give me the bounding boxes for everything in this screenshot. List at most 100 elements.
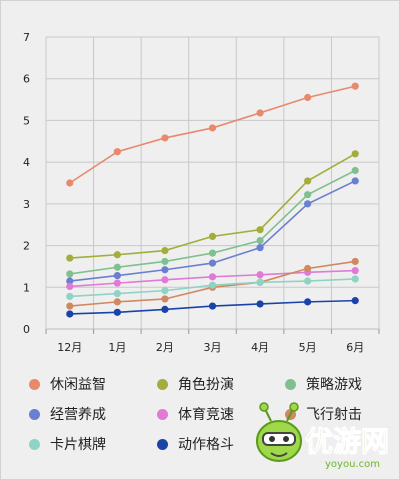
data-point bbox=[208, 273, 217, 281]
legend-item: 角色扮演 bbox=[157, 373, 285, 395]
series-卡片棋牌 bbox=[66, 275, 359, 301]
data-point bbox=[208, 232, 217, 240]
data-point bbox=[66, 179, 74, 187]
data-point bbox=[66, 310, 74, 318]
data-point bbox=[113, 251, 121, 259]
data-point bbox=[304, 191, 312, 199]
data-point bbox=[161, 246, 169, 255]
data-point bbox=[161, 134, 169, 142]
legend-item: 体育竞速 bbox=[157, 403, 285, 425]
legend-marker bbox=[157, 378, 168, 390]
data-point bbox=[161, 287, 169, 295]
data-point bbox=[256, 226, 264, 234]
data-point bbox=[113, 308, 121, 316]
legend-item: 经营养成 bbox=[29, 403, 157, 425]
x-tick-label: 1月 bbox=[108, 341, 126, 354]
legend-item: 卡片棋牌 bbox=[29, 433, 157, 455]
legend-marker bbox=[157, 408, 168, 420]
legend-label: 休闲益智 bbox=[50, 377, 106, 393]
series-lines bbox=[66, 82, 359, 318]
legend-item: 策略游戏 bbox=[285, 373, 395, 395]
series-line bbox=[69, 169, 356, 275]
legend-label: 动作格斗 bbox=[178, 437, 234, 453]
data-point bbox=[304, 264, 312, 273]
x-axis-ticks: 12月 1月 2月 3月 4月 5月 6月 bbox=[57, 341, 364, 354]
data-point bbox=[161, 276, 169, 284]
series-角色扮演 bbox=[66, 150, 359, 262]
data-point bbox=[161, 257, 169, 266]
x-tick-label: 5月 bbox=[299, 341, 317, 354]
line-chart: 0 1 2 3 4 5 6 7 12月 1月 2月 3月 4月 5月 6月 bbox=[23, 31, 380, 354]
legend-label: 体育竞速 bbox=[178, 407, 234, 423]
data-point bbox=[256, 300, 264, 308]
data-point bbox=[161, 266, 169, 274]
x-tick-label: 6月 bbox=[346, 341, 364, 354]
x-tick-label: 4月 bbox=[251, 341, 269, 354]
series-策略游戏 bbox=[66, 166, 359, 278]
data-point bbox=[208, 124, 217, 132]
data-point bbox=[113, 279, 121, 287]
data-point bbox=[256, 244, 264, 252]
data-point bbox=[161, 305, 169, 313]
data-point bbox=[256, 278, 264, 286]
legend-label: 飞行射击 bbox=[306, 407, 362, 423]
data-point bbox=[304, 200, 312, 208]
data-point bbox=[66, 254, 74, 262]
data-point bbox=[351, 257, 359, 266]
watermark-brand: 优游网 bbox=[305, 425, 389, 458]
data-point bbox=[161, 295, 169, 303]
legend-item: 动作格斗 bbox=[157, 433, 285, 455]
watermark-domain: yoyou.com bbox=[325, 459, 380, 470]
y-tick-label: 3 bbox=[23, 198, 30, 211]
legend-label: 卡片棋牌 bbox=[50, 437, 106, 453]
series-动作格斗 bbox=[66, 297, 359, 318]
data-point bbox=[208, 302, 217, 310]
legend-label: 经营养成 bbox=[50, 407, 106, 423]
data-point bbox=[304, 177, 312, 185]
legend-item: 休闲益智 bbox=[29, 373, 157, 395]
data-point bbox=[66, 292, 74, 301]
data-point bbox=[208, 281, 217, 289]
legend-marker bbox=[285, 378, 296, 390]
x-tick-label: 12月 bbox=[57, 341, 82, 354]
data-point bbox=[208, 259, 217, 267]
data-point bbox=[256, 236, 264, 245]
data-point bbox=[66, 277, 74, 285]
data-point bbox=[113, 148, 121, 156]
data-point bbox=[256, 271, 264, 279]
data-point bbox=[256, 109, 264, 117]
y-tick-label: 6 bbox=[23, 73, 30, 86]
data-point bbox=[351, 267, 359, 275]
mascot-icon bbox=[256, 402, 302, 462]
legend-marker bbox=[29, 438, 40, 450]
series-经营养成 bbox=[66, 177, 359, 285]
data-point bbox=[304, 277, 312, 285]
data-point bbox=[66, 282, 74, 291]
data-point bbox=[351, 275, 359, 283]
legend-marker bbox=[29, 378, 40, 390]
y-tick-label: 4 bbox=[23, 156, 30, 169]
data-point bbox=[351, 297, 359, 305]
grid bbox=[45, 36, 380, 334]
data-point bbox=[351, 82, 359, 90]
legend-label: 角色扮演 bbox=[178, 377, 234, 393]
series-line bbox=[69, 153, 356, 259]
x-tick-label: 2月 bbox=[156, 341, 174, 354]
watermark-logo: 优游网 yoyou.com bbox=[256, 402, 390, 470]
data-point bbox=[304, 298, 312, 306]
x-tick-label: 3月 bbox=[204, 341, 222, 354]
series-line bbox=[69, 85, 356, 184]
y-tick-label: 5 bbox=[23, 114, 30, 127]
data-point bbox=[113, 289, 121, 298]
data-point bbox=[113, 272, 121, 280]
y-tick-label: 0 bbox=[23, 323, 30, 336]
y-axis-ticks: 0 1 2 3 4 5 6 7 bbox=[23, 31, 30, 336]
legend-label: 策略游戏 bbox=[306, 377, 362, 393]
data-point bbox=[66, 302, 74, 310]
series-休闲益智 bbox=[66, 82, 359, 187]
data-point bbox=[66, 270, 74, 278]
data-point bbox=[304, 93, 312, 102]
data-point bbox=[351, 150, 359, 158]
data-point bbox=[113, 298, 121, 306]
